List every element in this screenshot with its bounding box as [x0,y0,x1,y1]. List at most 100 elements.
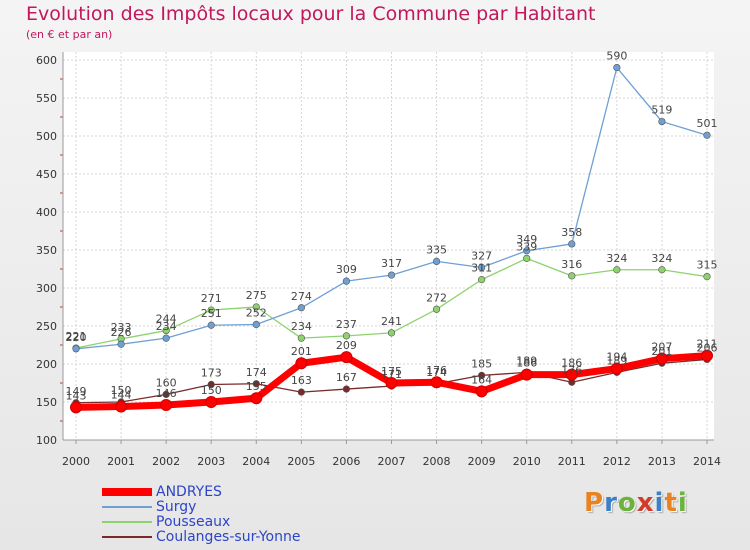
legend: ANDRYES Surgy Pousseaux Coulanges-sur-Yonne [102,483,301,545]
data-label: 339 [516,240,537,253]
data-label: 209 [336,339,357,352]
legend-item: Coulanges-sur-Yonne [102,528,301,545]
data-label: 316 [561,258,582,271]
data-label: 176 [561,364,582,377]
data-label: 233 [111,321,132,334]
data-label: 220 [66,331,87,344]
series-point-2 [432,305,441,313]
data-label: 315 [697,259,718,272]
series-point-1 [72,345,80,353]
x-tick-label: 2013 [648,455,676,468]
data-label: 194 [606,351,627,364]
data-label: 201 [291,345,312,358]
data-label: 327 [471,249,492,262]
data-label: 155 [246,380,267,393]
data-label: 186 [561,357,582,370]
data-label: 164 [471,373,492,386]
series-point-0 [655,352,668,365]
series-point-2 [523,254,531,262]
y-tick-label: 550 [36,92,57,105]
data-label: 349 [516,233,537,246]
series-point-1 [478,263,486,272]
series-point-0 [385,377,398,389]
data-label: 149 [66,385,87,398]
data-label: 272 [426,291,447,304]
data-label: 237 [336,318,357,331]
series-point-3 [162,390,170,399]
series-point-0 [565,368,578,381]
data-label: 185 [471,357,492,370]
series-point-2 [297,334,305,342]
series-point-2 [703,273,711,281]
data-label: 150 [201,384,222,397]
data-label: 176 [426,364,447,377]
data-label: 150 [111,384,132,397]
series-point-1 [432,257,441,266]
series-point-0 [520,368,533,381]
x-tick-label: 2006 [332,455,360,468]
data-label: 171 [381,368,402,381]
y-tick-label: 100 [36,434,57,447]
series-point-0 [430,376,443,389]
x-tick-label: 2008 [423,455,451,468]
series-point-0 [340,351,353,364]
x-tick-label: 2011 [558,455,586,468]
data-label: 211 [697,338,718,351]
logo-letter: t [664,488,678,518]
legend-label: Coulanges-sur-Yonne [156,528,301,545]
series-point-2 [342,332,351,340]
x-tick-label: 2012 [603,455,631,468]
x-tick-label: 2003 [197,455,225,468]
data-label: 358 [561,226,582,239]
logo-letter: x [636,488,655,518]
x-tick-label: 2004 [242,455,270,468]
legend-item: Surgy [102,499,300,515]
data-label: 311 [471,262,492,275]
series-point-3 [342,385,351,393]
logo-letter: i [654,488,665,518]
x-tick-label: 2000 [62,455,90,468]
x-tick-label: 2001 [107,455,135,468]
x-tick-label: 2002 [152,455,180,468]
series-point-0 [70,401,82,414]
series-point-1 [568,240,576,248]
data-label: 519 [651,104,672,117]
data-label: 244 [156,313,177,326]
data-label: 501 [697,117,718,130]
series-point-2 [207,306,215,314]
line-chart: 100 150 200 250 300 350 400 450 500 550 600 2000 200… [36,50,721,468]
x-tick-label: 2014 [693,455,721,468]
data-label: 163 [291,374,312,387]
series-point-3 [207,380,215,389]
data-label: 206 [697,341,718,354]
data-label: 146 [156,387,177,400]
data-label: 309 [336,263,357,276]
x-tick-label: 2010 [513,455,541,468]
data-label: 275 [246,289,267,302]
logo-letter: P [584,488,605,518]
data-label: 335 [426,243,447,256]
y-tick-label: 200 [36,358,57,371]
data-label: 189 [606,354,627,367]
data-label: 234 [291,320,312,333]
legend-label: ANDRYES [156,483,222,500]
series-point-1 [117,340,125,348]
data-label: 201 [651,345,672,358]
series-point-3 [297,388,305,396]
data-label: 274 [291,290,312,303]
y-tick-label: 500 [36,130,57,143]
series-point-1 [613,63,621,72]
series-point-1 [523,247,531,255]
legend-label: Pousseaux [156,513,231,530]
chart-subtitle: (en € et par an) [26,28,113,41]
series-point-1 [342,277,351,285]
logo-letter: i [677,488,688,518]
y-tick-label: 400 [36,206,57,219]
series-point-1 [703,131,711,139]
data-label: 221 [66,330,87,343]
y-tick-label: 300 [36,282,57,295]
legend-swatch [102,535,152,538]
data-label: 167 [336,371,357,384]
axes: 100 150 200 250 300 350 400 450 500 550 600 2000 200… [36,52,721,468]
data-label: 186 [516,357,537,370]
